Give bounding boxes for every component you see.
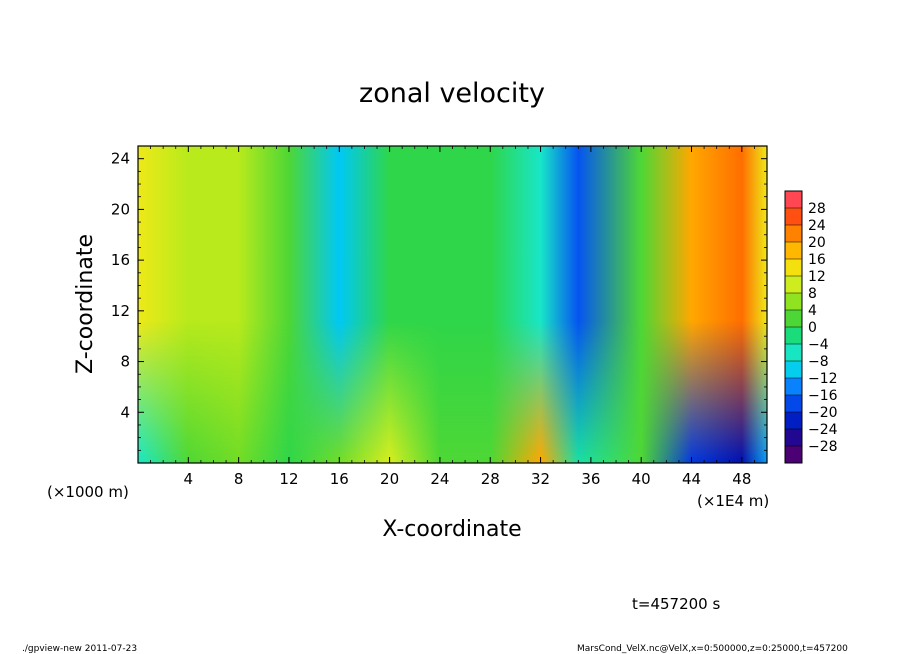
colorbar-label: 12: [808, 269, 826, 285]
field-lower: [138, 146, 767, 463]
time-annotation: t=457200 s: [632, 595, 720, 613]
colorbar-band: [785, 395, 802, 413]
x-unit-label: (×1000 m): [47, 483, 129, 501]
colorbar-label: 28: [808, 201, 826, 217]
x-axis-label: X-coordinate: [382, 517, 521, 542]
colorbar-label: −24: [808, 422, 838, 438]
y-tick-label: 24: [111, 150, 130, 168]
colorbar-band: [785, 361, 802, 379]
colorbar-label: −8: [808, 354, 829, 370]
x-axis: 4 8 12 16 20 24 28 32 36 40 44 48: [150, 146, 755, 488]
y-tick-label: 4: [120, 403, 130, 421]
colorbar-band: [785, 412, 802, 430]
x-tick-label: 8: [234, 470, 244, 488]
x-tick-label: 32: [531, 470, 550, 488]
colorbar-band: [785, 446, 802, 464]
y-unit-label: (×1E4 m): [697, 492, 769, 510]
y-tick-label: 16: [111, 251, 130, 269]
colorbar-band: [785, 310, 802, 328]
y-axis-label: Z-coordinate: [73, 234, 98, 374]
colorbar-band: [785, 225, 802, 243]
colorbar-band: [785, 208, 802, 226]
x-tick-label: 48: [732, 470, 751, 488]
heatmap-field: [138, 146, 767, 463]
x-tick-label: 28: [481, 470, 500, 488]
colorbar-band: [785, 276, 802, 294]
x-tick-label: 36: [581, 470, 600, 488]
x-tick-label: 24: [430, 470, 449, 488]
colorbar-label: 8: [808, 286, 817, 302]
colorbar-label: −28: [808, 439, 838, 455]
x-tick-label: 20: [380, 470, 399, 488]
colorbar-band: [785, 242, 802, 260]
x-tick-label: 12: [279, 470, 298, 488]
y-axis: 4 8 12 16 20 24: [111, 150, 767, 451]
colorbar-label: 0: [808, 320, 817, 336]
x-tick-label: 40: [632, 470, 651, 488]
colorbar-band: [785, 191, 802, 209]
colorbar-label: −12: [808, 371, 838, 387]
x-tick-label: 16: [330, 470, 349, 488]
footer-left: ./gpview-new 2011-07-23: [22, 644, 137, 654]
colorbar-label: −4: [808, 337, 829, 353]
colorbar-band: [785, 429, 802, 447]
y-tick-label: 20: [111, 200, 130, 218]
colorbar-band: [785, 378, 802, 396]
colorbar-label: 24: [808, 218, 826, 234]
colorbar-label: 4: [808, 303, 817, 319]
colorbar-label: −16: [808, 388, 838, 404]
y-tick-label: 8: [120, 353, 130, 371]
y-tick-label: 12: [111, 302, 130, 320]
colorbar-band: [785, 293, 802, 311]
footer-right: MarsCond_VelX.nc@VelX,x=0:500000,z=0:250…: [577, 644, 848, 654]
colorbar-band: [785, 259, 802, 277]
colorbar-label: 16: [808, 252, 826, 268]
colorbar-label: −20: [808, 405, 838, 421]
colorbar-band: [785, 327, 802, 345]
x-tick-label: 4: [184, 470, 194, 488]
colorbar-label: 20: [808, 235, 826, 251]
colorbar-band: [785, 344, 802, 362]
x-tick-label: 44: [682, 470, 701, 488]
chart-title: zonal velocity: [359, 78, 545, 109]
